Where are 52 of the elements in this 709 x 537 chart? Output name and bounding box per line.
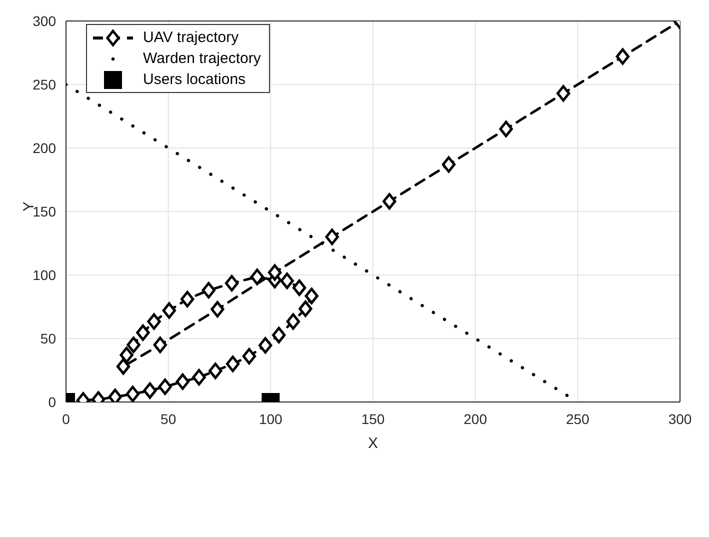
point	[224, 275, 239, 292]
point	[208, 362, 222, 380]
point	[180, 290, 194, 308]
point	[286, 313, 300, 330]
point	[382, 193, 396, 210]
x-tick-label: 250	[566, 410, 590, 427]
point	[226, 356, 240, 372]
x-tick-label: 150	[361, 410, 385, 427]
point	[192, 368, 206, 386]
x-axis-title: X	[368, 435, 378, 452]
point	[250, 268, 264, 286]
y-tick-label: 200	[32, 140, 56, 156]
point	[272, 326, 286, 344]
x-tick-label: 200	[464, 410, 488, 427]
point	[153, 336, 167, 354]
point	[258, 337, 272, 354]
point	[616, 48, 630, 65]
point	[158, 378, 172, 396]
y-tick-label: 50	[40, 330, 56, 346]
point	[126, 336, 140, 354]
x-tick-label: 100	[258, 410, 283, 427]
y-tick-label: 300	[32, 12, 56, 29]
point	[126, 386, 140, 402]
point	[202, 282, 216, 298]
y-tick-label: 150	[32, 203, 56, 220]
point	[143, 382, 157, 399]
legend-label: Warden trajectory	[143, 50, 261, 67]
point	[268, 264, 282, 281]
point	[176, 373, 190, 390]
point	[162, 302, 176, 319]
point	[442, 156, 456, 173]
point	[116, 358, 130, 375]
x-tick-label: 0	[62, 410, 70, 427]
point	[242, 348, 256, 365]
point	[280, 272, 294, 290]
y-tick-label: 250	[32, 76, 56, 92]
y-tick-label: 100	[32, 266, 56, 283]
point	[304, 288, 318, 304]
point	[147, 313, 161, 330]
point	[292, 279, 306, 296]
legend-label: UAV trajectory	[143, 29, 239, 46]
point	[499, 120, 513, 138]
point	[120, 346, 134, 364]
x-tick-label: 300	[668, 410, 692, 427]
x-tick-label: 50	[160, 410, 176, 427]
point	[136, 324, 150, 341]
point	[210, 301, 224, 318]
legend-label: Users locations	[143, 71, 246, 88]
point	[325, 228, 339, 246]
point	[556, 85, 570, 102]
point	[298, 300, 312, 318]
y-tick-label: 0	[48, 394, 56, 410]
